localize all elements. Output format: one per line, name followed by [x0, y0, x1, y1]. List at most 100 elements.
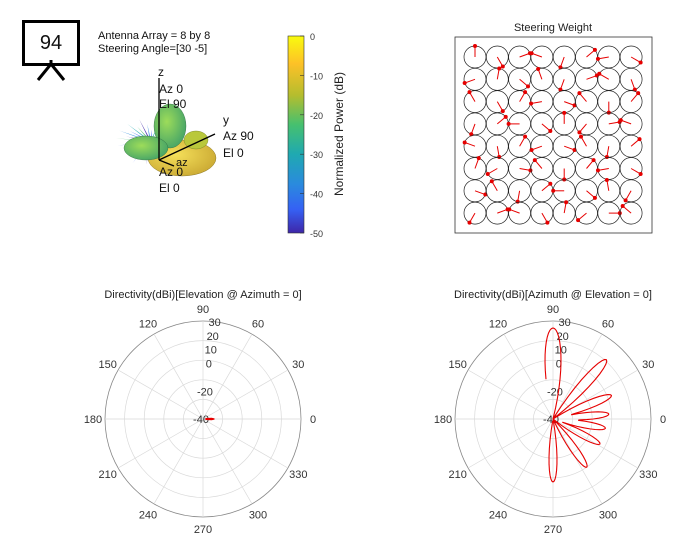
polar-spoke — [117, 369, 204, 420]
weight-vector-head — [485, 172, 490, 176]
polar-angle-label: 60 — [252, 319, 264, 331]
weight-vector-head — [489, 179, 494, 184]
weight-vector-head — [620, 204, 625, 209]
weight-vector-head — [529, 147, 534, 152]
weight-vector-head — [637, 137, 642, 142]
radiation-pattern-3d: z Az 0 El 90 y Az 90 El 0 az Az 0 El 0 — [116, 65, 254, 195]
directivity-trace — [544, 327, 613, 483]
weight-vector-head — [515, 199, 520, 204]
y-axis — [158, 133, 216, 161]
z-axis-label: z — [158, 65, 164, 79]
sidelobe-spike — [150, 129, 152, 142]
array-size-label: Antenna Array = 8 by 8 — [98, 30, 211, 42]
weight-vector-head — [618, 118, 623, 123]
weight-vector-head — [595, 168, 600, 173]
polar-angle-label: 60 — [602, 319, 614, 331]
polar-radial-label: 30 — [209, 317, 221, 329]
board-legs-icon — [36, 60, 66, 81]
weight-vector-head — [507, 207, 512, 212]
left-lobe — [123, 135, 169, 161]
upper-lobe — [153, 103, 187, 149]
colorbar: 0 -10 -20 -30 -40 -50 Normalized Power (dB) — [287, 32, 346, 239]
colorbar-tick-label: -20 — [310, 111, 323, 121]
directivity-trace — [205, 417, 215, 421]
weight-vector-head — [497, 66, 502, 71]
weight-vector-head — [638, 172, 643, 176]
weight-vector-head — [577, 130, 582, 135]
weight-vector-head — [592, 47, 597, 52]
weight-vector-head — [636, 91, 641, 96]
polar-spoke — [467, 418, 554, 469]
weight-vector-head — [564, 200, 569, 205]
sidelobe-spike — [126, 136, 150, 142]
polar-angle-label: 270 — [194, 524, 212, 536]
weight-vector-head — [548, 128, 553, 133]
polar-angle-label: 240 — [489, 509, 507, 521]
weight-vector-head — [604, 177, 609, 182]
weight-vector-head — [623, 198, 628, 203]
right-lobe — [183, 130, 209, 150]
polar-spoke — [503, 333, 554, 420]
weight-vector-head — [597, 71, 602, 76]
y-el-label: El 0 — [223, 146, 244, 160]
weight-vector-head — [500, 109, 505, 114]
weight-vector-head — [562, 110, 567, 115]
polar-angle-label: 180 — [434, 414, 452, 426]
y-axis-label: y — [223, 113, 229, 127]
weight-vector-head — [579, 134, 583, 139]
weight-vector-head — [467, 220, 472, 225]
polar-radial-label: 10 — [205, 345, 217, 357]
polar-angle-label: 120 — [139, 319, 157, 331]
weight-vector-head — [551, 188, 556, 193]
polar-radial-label: -40 — [193, 414, 209, 426]
weight-vector-head — [548, 181, 553, 186]
weight-vector-head — [523, 90, 528, 95]
colorbar-tick-label: -50 — [310, 229, 323, 239]
polar-spoke — [467, 369, 554, 420]
polar-radial-label: -20 — [197, 386, 213, 398]
weight-vector-head — [592, 195, 597, 200]
weight-vector-head — [591, 158, 596, 163]
weight-vector-head — [526, 84, 531, 89]
z-az-label: Az 0 — [159, 82, 183, 96]
polar-angle-label: 300 — [599, 509, 617, 521]
polar-angle-label: 330 — [639, 469, 657, 481]
polar-spoke — [117, 418, 204, 469]
y-az-label: Az 90 — [223, 129, 254, 143]
polar-radial-label: 30 — [559, 317, 571, 329]
weight-vector-head — [467, 90, 472, 95]
polar-angle-label: 30 — [292, 359, 304, 371]
x-el-label: El 0 — [159, 181, 180, 195]
polar-angle-label: 210 — [449, 469, 467, 481]
z-el-label: El 90 — [159, 97, 187, 111]
polar-azimuth-title: Directivity(dBi)[Azimuth @ Elevation = 0… — [454, 289, 652, 301]
polar-elevation-title: Directivity(dBi)[Elevation @ Azimuth = 0… — [104, 289, 301, 301]
weight-vector-head — [545, 220, 550, 225]
colorbar-tick-label: -30 — [310, 150, 323, 160]
weight-vector-head — [506, 121, 511, 126]
polar-radial-label: -20 — [547, 386, 563, 398]
weight-vector-head — [529, 51, 534, 56]
polar-angle-label: 120 — [489, 319, 507, 331]
weight-vector-head — [500, 64, 505, 69]
polar-spoke — [153, 333, 204, 420]
polar-angle-label: 90 — [547, 304, 559, 316]
steering-angle-label: Steering Angle=[30 -5] — [98, 43, 208, 55]
weight-vector-head — [532, 158, 537, 163]
array-info: Antenna Array = 8 by 8 Steering Angle=[3… — [98, 30, 210, 56]
weight-vector-head — [462, 140, 467, 145]
polar-radial-label: 0 — [556, 359, 562, 371]
polar-angle-label: 180 — [84, 414, 102, 426]
polar-angle-label: 210 — [99, 469, 117, 481]
polar-spoke — [552, 418, 603, 505]
polar-radial-label: 0 — [206, 359, 212, 371]
sidelobe-spike — [139, 119, 150, 142]
colorbar-label: Normalized Power (dB) — [332, 72, 346, 196]
x-axis — [158, 159, 175, 167]
colorbar-tick-label: -40 — [310, 190, 323, 200]
polar-radial-label: 20 — [207, 331, 219, 343]
colorbar-gradient — [287, 35, 305, 234]
polar-angle-label: 150 — [449, 359, 467, 371]
polar-spoke — [202, 418, 253, 505]
